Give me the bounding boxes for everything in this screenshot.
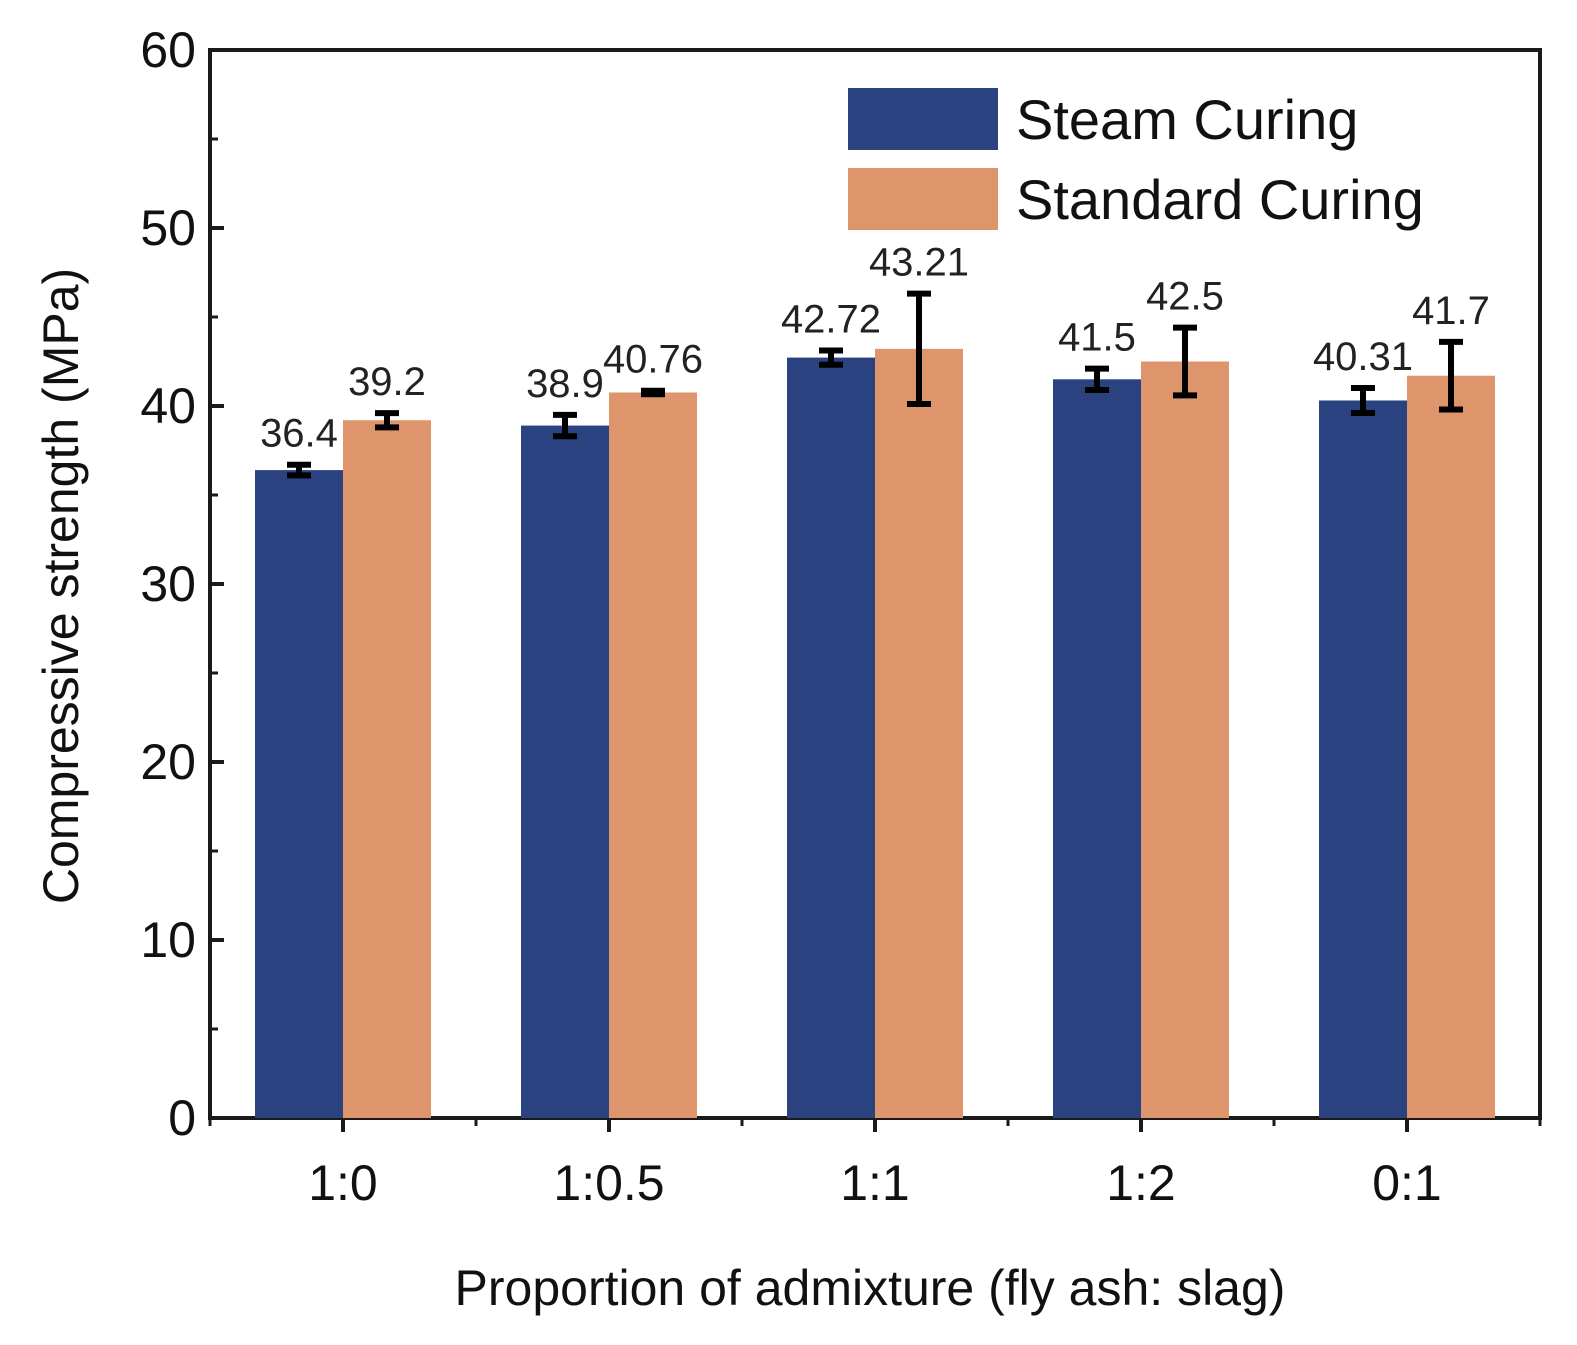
x-tick-label: 1:0	[308, 1155, 378, 1211]
legend-label: Steam Curing	[1016, 88, 1358, 151]
bar	[609, 392, 697, 1118]
data-label: 42.5	[1146, 275, 1224, 319]
bar	[1141, 361, 1229, 1118]
y-tick-label: 50	[140, 200, 196, 256]
legend-label: Standard Curing	[1016, 168, 1424, 231]
data-label: 41.5	[1058, 316, 1136, 360]
axes-layer: 0 10 20 30 40 50 60 1:0 1:0.5 1:1 1:2 0:1	[140, 22, 1542, 1211]
data-label: 40.31	[1313, 335, 1413, 379]
bar	[1053, 379, 1141, 1118]
data-label: 40.76	[603, 338, 703, 382]
y-axis-title: Compressive strength (MPa)	[33, 268, 89, 904]
data-label: 43.21	[869, 241, 969, 285]
legend-swatch	[848, 168, 998, 230]
y-tick-label: 30	[140, 556, 196, 612]
data-labels-layer: 36.4 38.9 42.72 41.5 40.31 39.2 40.76 43.21 42.5…	[260, 241, 1490, 456]
x-tick-label: 1:0.5	[553, 1155, 664, 1211]
y-tick-label: 0	[168, 1090, 196, 1146]
legend-swatch	[848, 88, 998, 150]
data-label: 41.7	[1412, 289, 1490, 333]
bar	[521, 425, 609, 1119]
data-label: 38.9	[526, 362, 604, 406]
legend: Steam Curing Standard Curing	[848, 88, 1424, 231]
bar	[787, 357, 875, 1119]
bar	[255, 470, 343, 1119]
bar	[343, 420, 431, 1118]
x-tick-label: 0:1	[1372, 1155, 1442, 1211]
data-label: 42.72	[781, 297, 881, 341]
data-label: 39.2	[348, 360, 426, 404]
x-tick-label: 1:1	[840, 1155, 910, 1211]
bar	[1407, 375, 1495, 1118]
error-bars-layer	[287, 290, 1463, 479]
y-tick-label: 10	[140, 912, 196, 968]
y-tick-label: 40	[140, 378, 196, 434]
y-tick-label: 20	[140, 734, 196, 790]
bar	[1319, 400, 1407, 1118]
data-label: 36.4	[260, 412, 338, 456]
y-tick-label: 60	[140, 22, 196, 78]
x-tick-label: 1:2	[1106, 1155, 1176, 1211]
x-axis-title: Proportion of admixture (fly ash: slag)	[455, 1260, 1286, 1316]
bar	[875, 348, 963, 1118]
bars-layer	[255, 348, 1495, 1119]
